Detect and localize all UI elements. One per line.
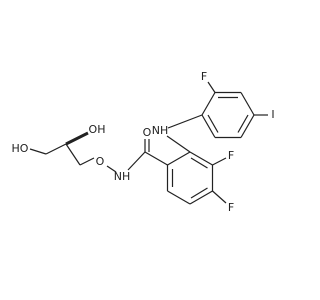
atom-label: F xyxy=(201,70,207,83)
bond xyxy=(240,92,255,116)
bond xyxy=(190,187,208,199)
bond xyxy=(240,114,255,138)
bond xyxy=(79,157,95,166)
bond xyxy=(29,148,47,155)
bond xyxy=(237,114,249,133)
bond xyxy=(201,92,216,116)
bond xyxy=(190,157,208,169)
bonds xyxy=(29,81,268,205)
atom-label: O xyxy=(96,155,105,168)
atom-label: HO xyxy=(12,142,29,155)
atom-label: I xyxy=(271,108,274,121)
bond xyxy=(106,165,117,173)
molecule-diagram: HO OH O NH O NH F I F F xyxy=(12,70,275,214)
atom-labels: HO OH O NH O NH F I F F xyxy=(12,70,275,214)
bond xyxy=(144,151,168,166)
bond xyxy=(167,151,191,166)
bond xyxy=(189,151,213,166)
atom-label: O xyxy=(143,126,152,139)
bond xyxy=(201,114,216,138)
atom-label: NH xyxy=(152,124,169,137)
bond xyxy=(166,135,191,153)
bond xyxy=(45,143,67,155)
bond xyxy=(207,81,216,93)
atom-label: F xyxy=(228,149,234,162)
bond xyxy=(189,190,213,205)
bond xyxy=(167,190,191,205)
bond xyxy=(65,143,81,166)
bond xyxy=(212,157,227,166)
bond xyxy=(207,114,219,133)
atom-label: OH xyxy=(89,123,106,136)
bond xyxy=(65,131,89,146)
atom-label: F xyxy=(228,201,234,214)
bond xyxy=(127,151,146,171)
atom-label: NH xyxy=(114,170,131,183)
bond xyxy=(212,190,227,204)
bond xyxy=(167,114,203,129)
